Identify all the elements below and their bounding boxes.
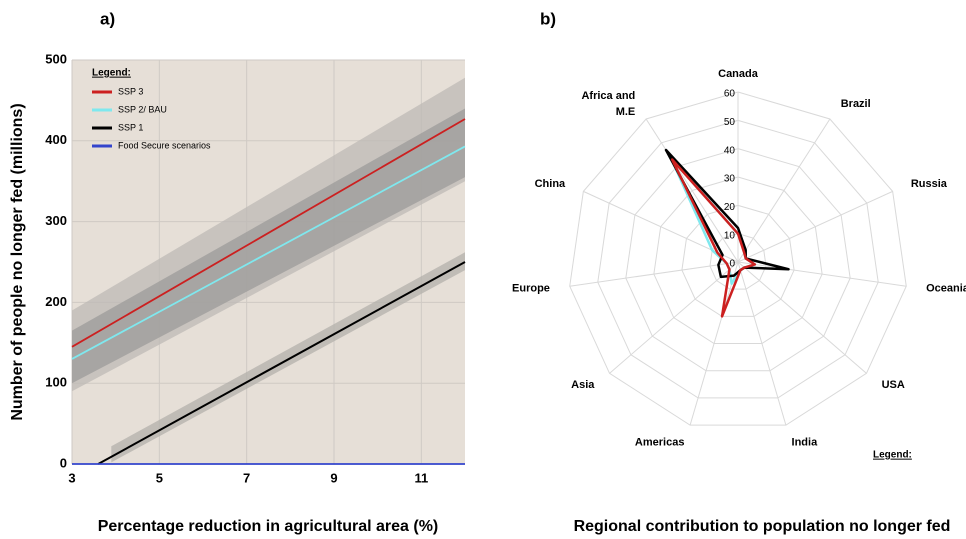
- radar-spoke: [737, 118, 831, 263]
- label-line: Africa and: [581, 90, 635, 102]
- category-label: USA: [882, 379, 905, 391]
- confidence-band: [72, 108, 465, 384]
- radar-spoke: [737, 261, 787, 426]
- x-tick-label: 9: [330, 470, 337, 485]
- category-label: Brazil: [841, 98, 871, 110]
- radar-series: [664, 148, 790, 279]
- x-tick-label: 11: [414, 470, 428, 485]
- legend-label: SSP 2/ BAU: [118, 104, 167, 114]
- radar-spoke: [609, 261, 739, 374]
- series-line: [71, 145, 466, 360]
- r-tick-label: 40: [724, 145, 736, 156]
- category-label: Russia: [911, 178, 948, 190]
- series-line: [71, 118, 466, 348]
- category-label: Europe: [512, 283, 550, 295]
- confidence-band: [111, 252, 466, 463]
- category-label: Canada: [718, 68, 759, 80]
- legend-label: Food Secure scenarios: [118, 140, 211, 150]
- label-line: M.E: [616, 106, 636, 118]
- radar-spoke: [737, 261, 867, 374]
- radar-spoke: [569, 261, 739, 287]
- r-tick-label: 20: [724, 202, 736, 213]
- radar-spoke: [737, 190, 893, 263]
- radar-ring: [653, 176, 823, 345]
- r-tick-label: 60: [724, 89, 736, 100]
- y-tick-label: 100: [45, 375, 67, 390]
- legend-label: SSP 3: [118, 86, 143, 96]
- category-label: China: [535, 178, 566, 190]
- radar-ring: [681, 204, 795, 317]
- panel-title: b): [540, 9, 556, 28]
- radar-spoke: [737, 261, 907, 287]
- r-tick-label: 10: [724, 230, 736, 241]
- x-tick-label: 7: [243, 470, 250, 485]
- radar-ring: [625, 148, 851, 372]
- category-label: Asia: [571, 379, 595, 391]
- radar-ring: [597, 119, 879, 399]
- y-tick-label: 400: [45, 132, 67, 147]
- category-label: Africa and M.E: [581, 90, 635, 118]
- y-axis-label: Number of people no longer fed (millions…: [9, 103, 26, 420]
- x-axis-label: Percentage reduction in agricultural are…: [98, 518, 439, 535]
- r-tick-label: 30: [724, 174, 736, 185]
- radar-spoke: [645, 118, 739, 263]
- legend-label: SSP 1: [118, 122, 143, 132]
- radar-spoke: [689, 261, 739, 426]
- y-tick-label: 300: [45, 213, 67, 228]
- legend-title: Legend:: [92, 68, 131, 79]
- panel-title: a): [100, 9, 115, 28]
- x-axis-label: Regional contribution to population no l…: [574, 518, 951, 535]
- radar-series: [670, 158, 757, 318]
- y-tick-label: 500: [45, 51, 67, 66]
- x-tick-label: 3: [68, 470, 75, 485]
- category-label: India: [792, 436, 819, 448]
- y-tick-label: 200: [45, 294, 67, 309]
- legend-title: Legend:: [873, 450, 912, 461]
- x-tick-label: 5: [156, 470, 163, 485]
- category-label: Americas: [635, 436, 685, 448]
- r-tick-label: 50: [724, 117, 736, 128]
- y-tick-label: 0: [60, 455, 67, 470]
- r-tick-label: 0: [729, 259, 735, 270]
- series-line: [97, 261, 466, 465]
- radar-ring: [569, 91, 907, 426]
- category-label: Oceania: [926, 283, 966, 295]
